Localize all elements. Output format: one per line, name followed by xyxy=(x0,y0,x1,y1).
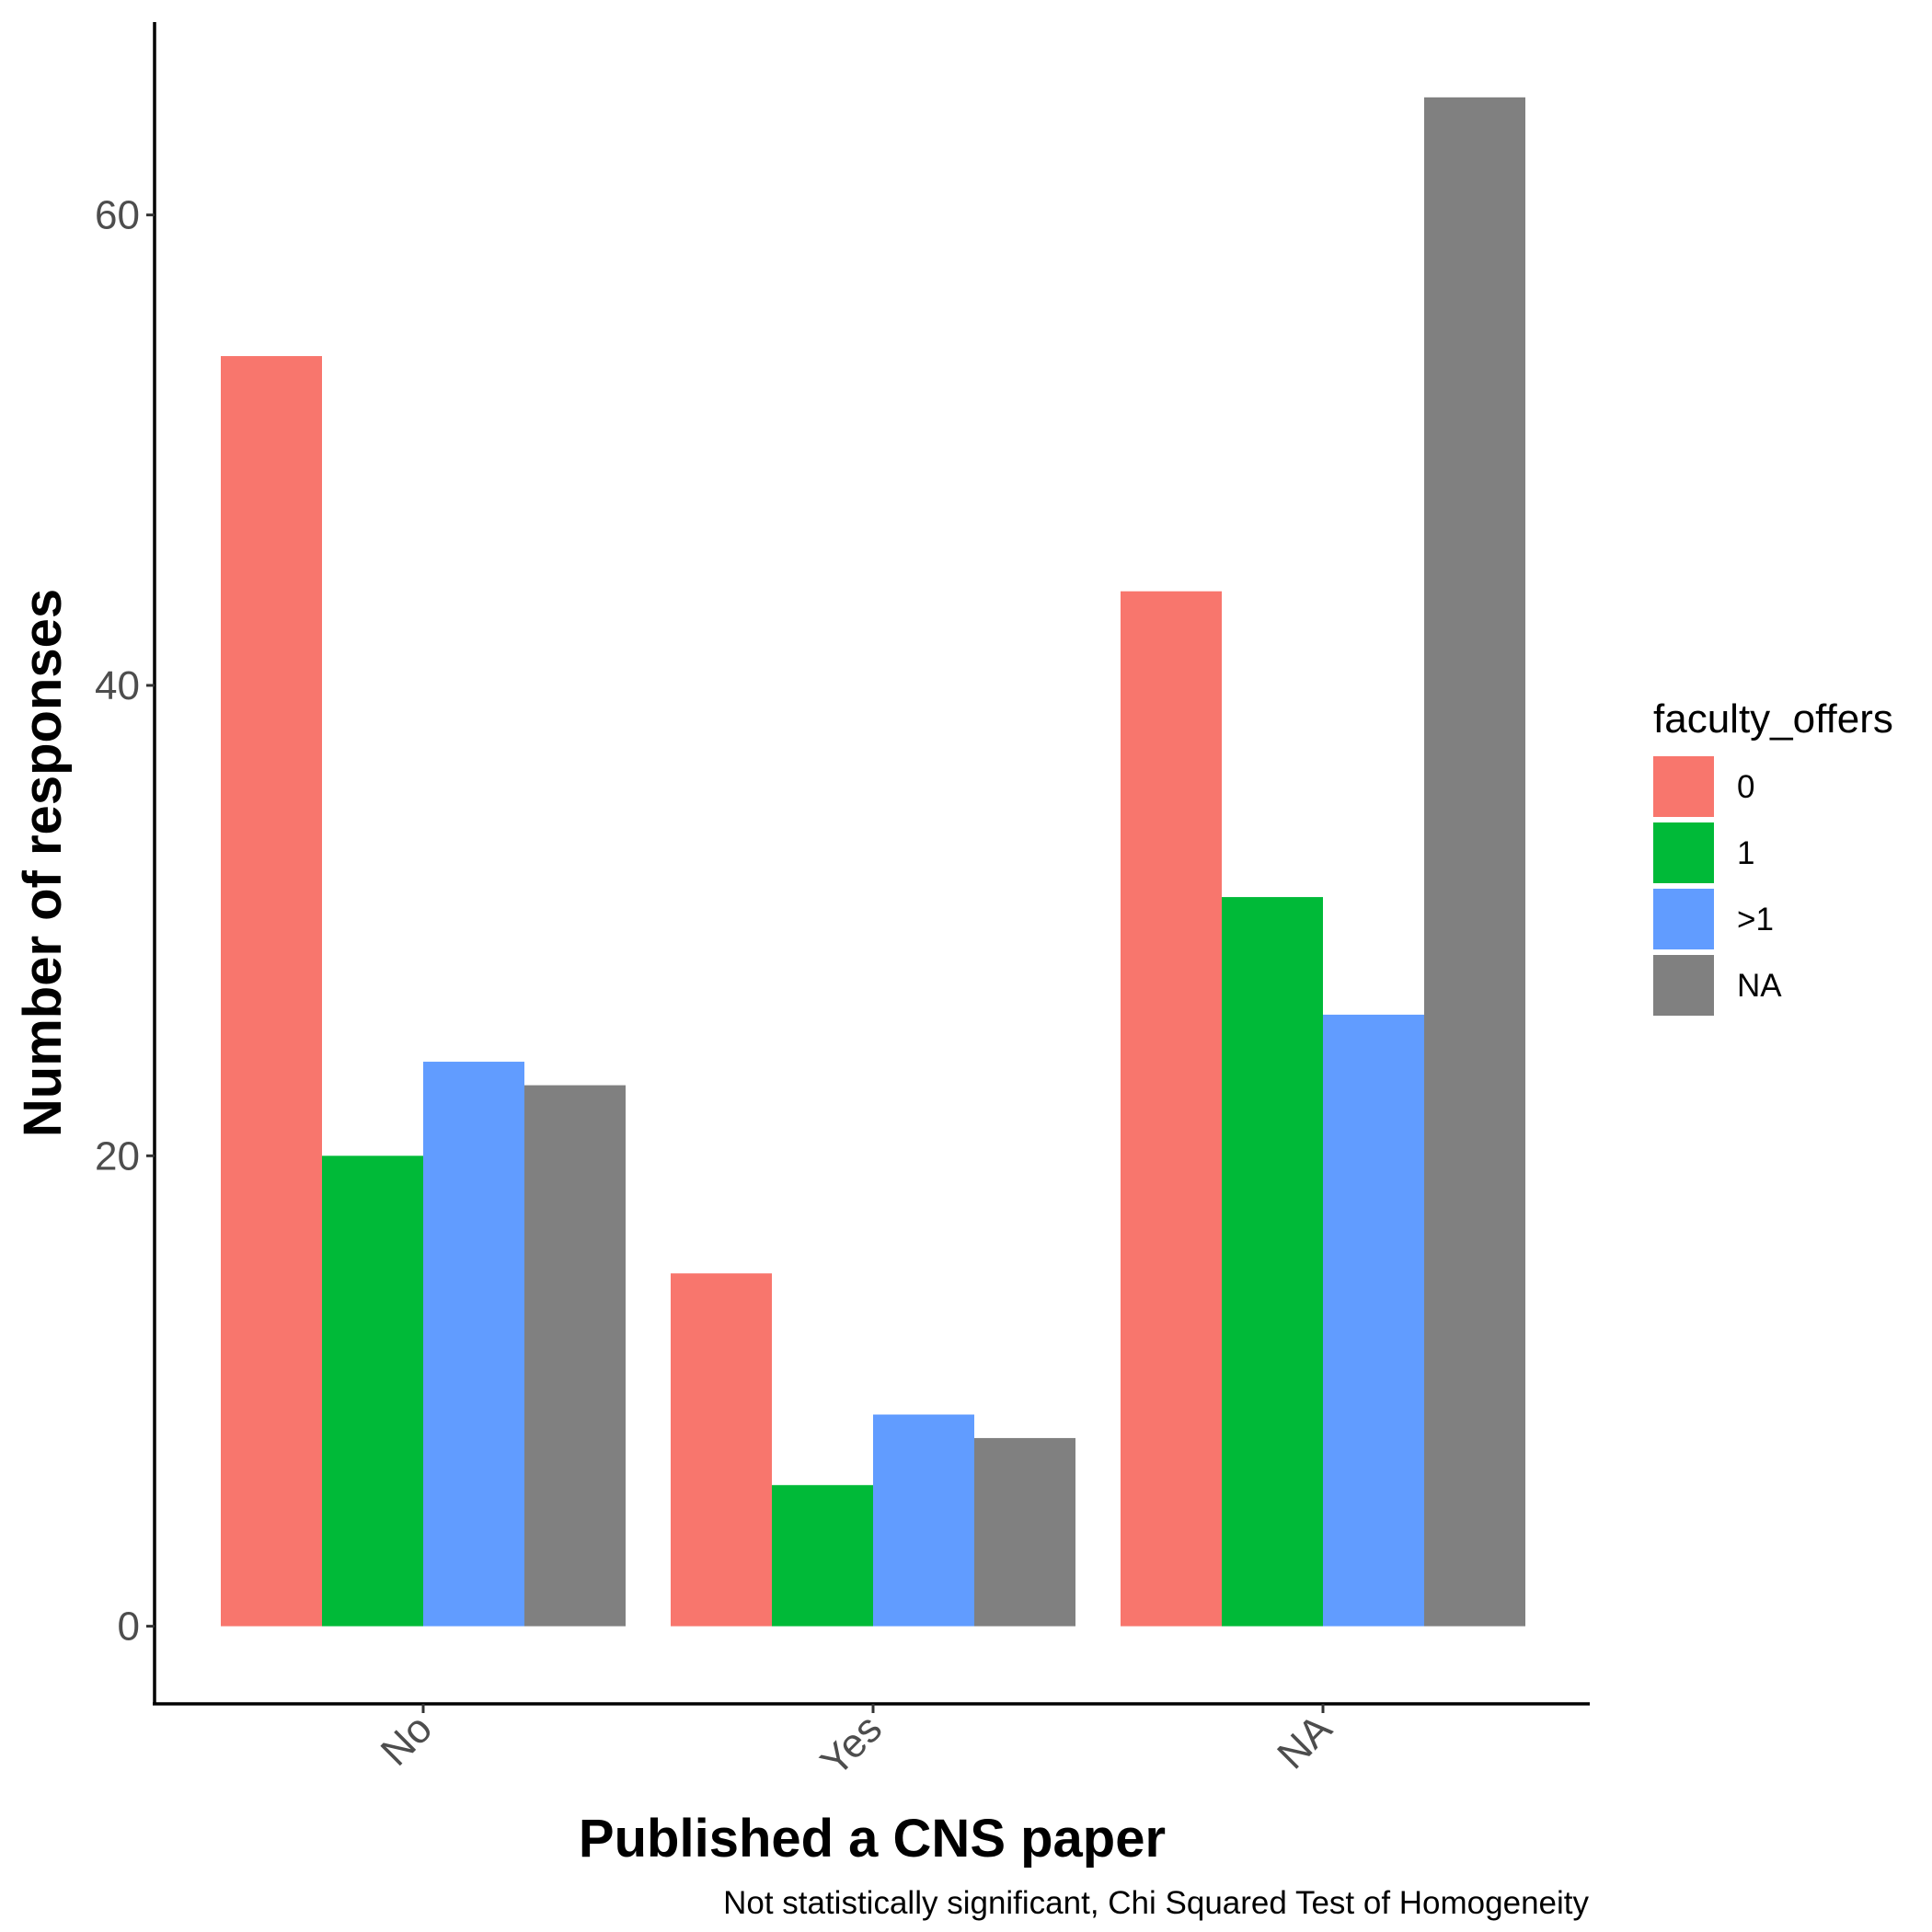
y-tick-label: 20 xyxy=(95,1133,140,1179)
bar-yes-series-0 xyxy=(671,1273,772,1627)
legend-swatch xyxy=(1653,756,1714,817)
bar-no-series-0 xyxy=(221,356,322,1627)
x-ticks-group: No Yes NA xyxy=(373,1704,1341,1785)
legend: faculty_offers 0 1 >1 NA xyxy=(1653,696,1893,1016)
bar-na-series-1 xyxy=(1222,897,1323,1627)
legend-label: 0 xyxy=(1737,769,1754,805)
bar-na-series-2 xyxy=(1323,1014,1424,1627)
x-tick-label: No xyxy=(373,1706,441,1774)
chart-caption: Not statistically significant, Chi Squar… xyxy=(723,1885,1589,1921)
legend-label: >1 xyxy=(1737,902,1774,937)
bar-no-series-3 xyxy=(524,1085,626,1627)
legend-label: 1 xyxy=(1737,835,1754,871)
bars-group xyxy=(221,97,1525,1627)
bar-yes-series-1 xyxy=(772,1485,873,1627)
bar-na-series-0 xyxy=(1121,591,1222,1627)
bar-yes-series-2 xyxy=(873,1414,974,1627)
legend-label: NA xyxy=(1737,968,1782,1004)
y-ticks-group: 0 20 40 60 xyxy=(95,193,155,1650)
legend-swatch xyxy=(1653,822,1714,883)
bar-yes-series-3 xyxy=(974,1438,1075,1627)
legend-swatch xyxy=(1653,889,1714,949)
x-axis-title: Published a CNS paper xyxy=(579,1809,1166,1869)
legend-title: faculty_offers xyxy=(1653,696,1893,742)
y-tick-label: 40 xyxy=(95,663,140,708)
legend-swatch xyxy=(1653,955,1714,1016)
y-axis-title: Number of responses xyxy=(13,589,73,1137)
y-tick-label: 60 xyxy=(95,193,140,238)
x-tick-label: NA xyxy=(1269,1706,1340,1777)
bar-no-series-2 xyxy=(423,1062,524,1627)
bar-no-series-1 xyxy=(322,1156,423,1627)
x-tick-label: Yes xyxy=(812,1706,891,1784)
y-tick-label: 0 xyxy=(118,1604,140,1650)
bar-na-series-3 xyxy=(1424,97,1525,1627)
